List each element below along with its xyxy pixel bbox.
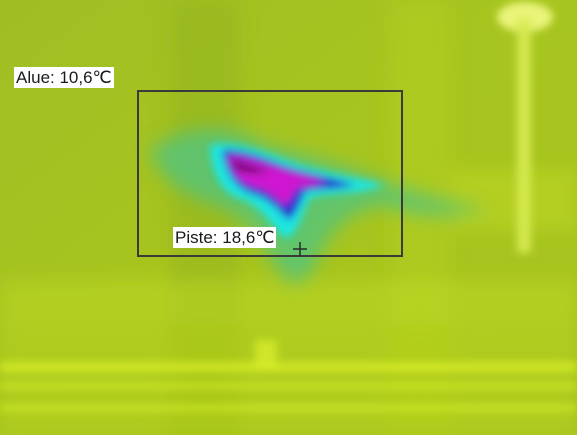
spot-temperature-label: Piste: 18,6℃ <box>173 227 277 248</box>
lower-rails <box>0 340 577 412</box>
bright-pipe <box>497 2 553 253</box>
area-temperature-label: Alue: 10,6℃ <box>14 67 114 88</box>
thermal-anomaly-core <box>210 144 385 238</box>
measurement-area-box <box>137 90 403 257</box>
spot-crosshair-icon <box>293 242 307 256</box>
